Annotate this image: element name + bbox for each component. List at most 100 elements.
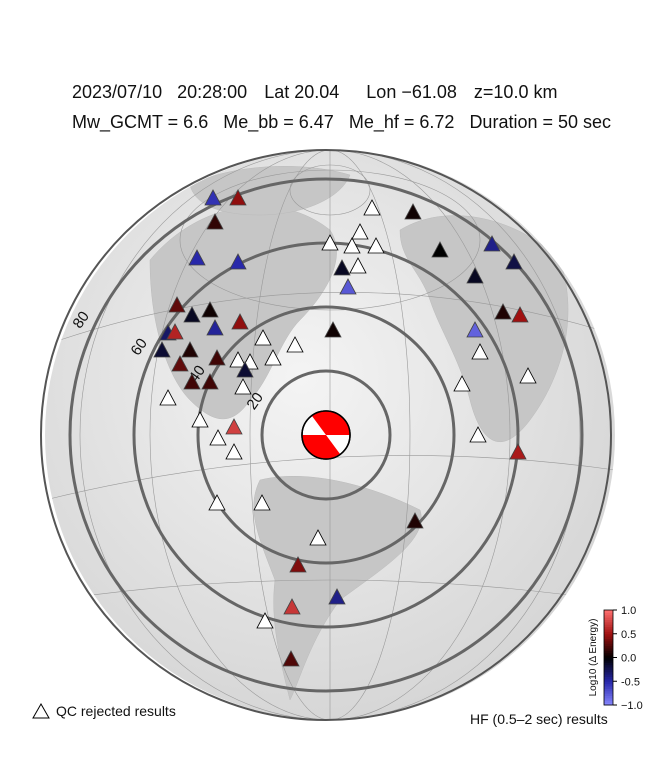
station-rejected — [229, 351, 247, 368]
legend-rejected: QC rejected results — [56, 703, 176, 719]
colorbar-step — [604, 619, 613, 623]
header-line2: Mw_GCMT = 6.6 Me_bb = 6.47 Me_hf = 6.72 … — [72, 112, 611, 133]
station — [229, 189, 247, 206]
colorbar-step — [604, 697, 613, 701]
colorbar-step — [604, 638, 613, 642]
depth: z=10.0 km — [474, 82, 558, 102]
station — [404, 203, 422, 220]
station — [339, 278, 357, 295]
station-rejected — [264, 349, 282, 366]
colorbar-step — [604, 640, 613, 644]
header-line1: 2023/07/10 20:28:00 Lat 20.04 Lon −61.08… — [72, 82, 557, 102]
station — [201, 373, 219, 390]
legend-method: HF (0.5–2 sec) results — [470, 711, 608, 727]
mw: Mw_GCMT = 6.6 — [72, 112, 208, 133]
station — [509, 443, 527, 460]
station — [494, 303, 512, 320]
colorbar-step — [604, 645, 613, 649]
ring — [196, 305, 456, 565]
station-rejected — [309, 529, 327, 546]
station-rejected — [208, 494, 226, 511]
legend-rejected-symbol — [32, 702, 50, 719]
time: 20:28:00 — [177, 82, 247, 102]
colorbar-step — [604, 686, 613, 689]
station-rejected — [321, 234, 339, 251]
station — [505, 253, 523, 270]
colorbar-step — [604, 678, 613, 682]
station-rejected — [469, 426, 487, 443]
ring — [40, 149, 612, 721]
me-hf: Me_hf = 6.72 — [349, 112, 455, 133]
duration: Duration = 50 sec — [469, 112, 611, 132]
lon: Lon −61.08 — [366, 82, 457, 102]
colorbar-step — [604, 629, 613, 632]
station — [204, 189, 222, 206]
colorbar-step — [604, 650, 613, 654]
beachball-outline — [301, 410, 351, 460]
station-rejected — [367, 237, 385, 254]
ring-label: 20 — [243, 389, 266, 412]
station — [431, 241, 449, 258]
station — [328, 588, 346, 605]
ring-label: 80 — [69, 308, 92, 331]
colorbar-tick-label: 0.0 — [621, 653, 636, 665]
station — [206, 213, 224, 230]
colorbar-step — [604, 633, 613, 637]
station — [181, 341, 199, 358]
station-rejected — [453, 375, 471, 392]
station — [171, 355, 189, 372]
colorbar-step — [604, 659, 613, 663]
colorbar-step — [604, 662, 613, 666]
beachball-quadrant — [326, 411, 350, 435]
ring-label: 60 — [127, 335, 150, 358]
colorbar-step — [604, 643, 613, 647]
ring — [260, 369, 392, 501]
colorbar-step — [604, 631, 613, 635]
station — [231, 313, 249, 330]
station-rejected — [351, 223, 369, 240]
lat: Lat 20.04 — [264, 82, 339, 102]
station — [168, 296, 186, 313]
station-rejected — [191, 411, 209, 428]
station — [333, 259, 351, 276]
station — [225, 418, 243, 435]
station — [282, 650, 300, 667]
station — [236, 361, 254, 378]
date: 2023/07/10 — [72, 82, 162, 102]
station — [283, 598, 301, 615]
station — [511, 306, 529, 323]
colorbar-step — [604, 681, 613, 685]
station-rejected — [159, 389, 177, 406]
colorbar-step — [604, 612, 613, 616]
station — [324, 321, 342, 338]
colorbar-step — [604, 610, 613, 613]
station — [166, 323, 184, 340]
colorbar-step — [604, 652, 613, 656]
colorbar-step — [604, 655, 613, 658]
colorbar-tick-label: -0.5 — [621, 676, 640, 688]
station-rejected — [253, 494, 271, 511]
me-bb: Me_bb = 6.47 — [223, 112, 334, 133]
station-rejected — [256, 612, 274, 629]
colorbar-step — [604, 648, 613, 651]
beachball-quadrant — [302, 435, 326, 459]
colorbar-step — [604, 702, 613, 706]
station — [183, 306, 201, 323]
station — [229, 253, 247, 270]
station-rejected — [349, 257, 367, 274]
beachball-quadrant — [312, 411, 340, 459]
colorbar: 1.0 0.5 0.0 -0.5 −1.0 Log10 (Δ Energy) — [588, 605, 643, 712]
colorbar-step — [604, 621, 613, 625]
station-rejected — [209, 429, 227, 446]
colorbar-step — [604, 695, 613, 699]
colorbar-step — [604, 676, 613, 680]
focal-mechanism — [301, 410, 351, 460]
station — [466, 321, 484, 338]
colorbar-step — [604, 683, 613, 687]
colorbar-step — [604, 688, 613, 692]
colorbar-step — [604, 669, 613, 673]
station-rejected — [343, 237, 361, 254]
ring — [68, 177, 584, 693]
colorbar-tick-label: 0.5 — [621, 629, 636, 641]
